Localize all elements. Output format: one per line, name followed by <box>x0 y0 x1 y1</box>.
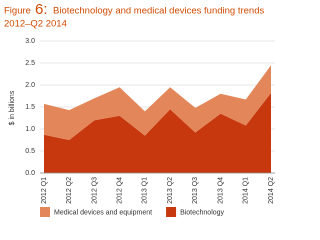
x-tick-label: 2013 Q1 <box>142 177 149 204</box>
y-tick-label: 0.5 <box>25 148 35 155</box>
x-tick-label: 2013 Q3 <box>192 177 199 204</box>
y-tick-label: 1.0 <box>25 126 35 133</box>
x-tick-label: 2013 Q4 <box>217 177 224 204</box>
x-tick-label: 2013 Q2 <box>167 177 174 204</box>
chart-title: Biotechnology and medical devices fundin… <box>53 6 264 17</box>
figure-number: 6: <box>35 1 48 18</box>
chart: Figure 6: Biotechnology and medical devi… <box>4 1 275 217</box>
area <box>44 65 271 140</box>
legend-swatch <box>40 207 50 217</box>
figure-label: Figure <box>4 6 31 17</box>
legend-swatch <box>166 207 177 217</box>
chart-subtitle: 2012–Q2 2014 <box>4 19 67 30</box>
y-tick-label: 2.5 <box>25 60 35 67</box>
x-tick-label: 2014 Q1 <box>243 177 250 204</box>
x-tick-label: 2014 Q2 <box>268 177 275 204</box>
x-tick-label: 2012 Q2 <box>66 177 73 204</box>
y-tick-label: 1.5 <box>25 104 35 111</box>
x-tick-label: 2012 Q1 <box>41 177 48 204</box>
x-tick-label: 2012 Q4 <box>117 177 124 204</box>
x-tick-label: 2012 Q3 <box>91 177 98 204</box>
y-axis-label: $ in billions <box>9 90 16 125</box>
area <box>44 92 271 173</box>
legend-label: Biotechnology <box>180 209 224 216</box>
y-tick-label: 2.0 <box>25 82 35 89</box>
y-tick-label: 3.0 <box>25 38 35 45</box>
y-tick-label: 0.0 <box>25 170 35 177</box>
legend-label: Medical devices and equipment <box>54 209 152 216</box>
